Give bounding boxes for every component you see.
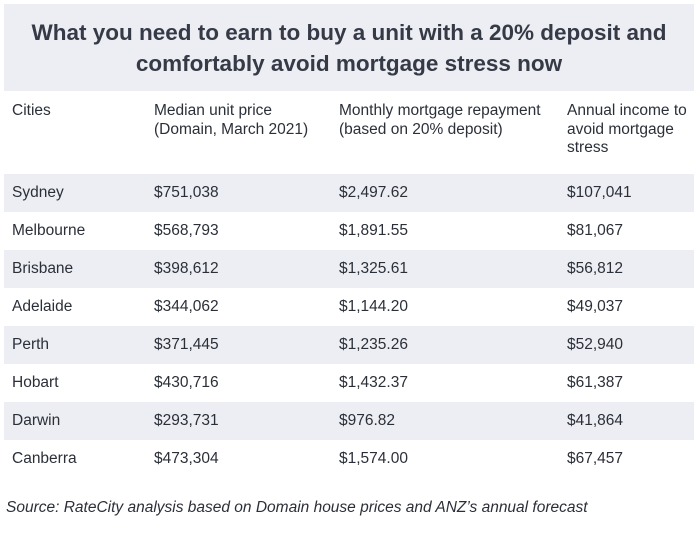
income-table: Cities Median unit price (Domain, March …	[4, 92, 694, 478]
table-header: Cities Median unit price (Domain, March …	[4, 92, 694, 174]
page-title: What you need to earn to buy a unit with…	[31, 19, 667, 76]
income-cell: $49,037	[559, 288, 694, 326]
income-cell: $107,041	[559, 174, 694, 212]
price-cell: $371,445	[146, 326, 331, 364]
repayment-cell: $976.82	[331, 402, 559, 440]
income-cell: $52,940	[559, 326, 694, 364]
city-cell: Brisbane	[4, 250, 146, 288]
table-row: Darwin $293,731 $976.82 $41,864	[4, 402, 694, 440]
table-row: Perth $371,445 $1,235.26 $52,940	[4, 326, 694, 364]
header-row: Cities Median unit price (Domain, March …	[4, 92, 694, 174]
table-row: Canberra $473,304 $1,574.00 $67,457	[4, 440, 694, 478]
repayment-cell: $1,574.00	[331, 440, 559, 478]
income-cell: $67,457	[559, 440, 694, 478]
header-median-unit-price: Median unit price (Domain, March 2021)	[154, 102, 309, 138]
city-cell: Adelaide	[4, 288, 146, 326]
table-row: Hobart $430,716 $1,432.37 $61,387	[4, 364, 694, 402]
price-cell: $398,612	[146, 250, 331, 288]
price-cell: $430,716	[146, 364, 331, 402]
repayment-cell: $2,497.62	[331, 174, 559, 212]
repayment-cell: $1,235.26	[331, 326, 559, 364]
city-cell: Sydney	[4, 174, 146, 212]
table-row: Sydney $751,038 $2,497.62 $107,041	[4, 174, 694, 212]
city-cell: Hobart	[4, 364, 146, 402]
price-cell: $568,793	[146, 212, 331, 250]
price-cell: $293,731	[146, 402, 331, 440]
income-cell: $61,387	[559, 364, 694, 402]
table-row: Brisbane $398,612 $1,325.61 $56,812	[4, 250, 694, 288]
price-cell: $344,062	[146, 288, 331, 326]
source-note: Source: RateCity analysis based on Domai…	[6, 499, 588, 516]
repayment-cell: $1,432.37	[331, 364, 559, 402]
city-cell: Perth	[4, 326, 146, 364]
city-cell: Canberra	[4, 440, 146, 478]
header-cities: Cities	[12, 102, 51, 119]
table-row: Melbourne $568,793 $1,891.55 $81,067	[4, 212, 694, 250]
price-cell: $751,038	[146, 174, 331, 212]
table-body: Sydney $751,038 $2,497.62 $107,041 Melbo…	[4, 174, 694, 478]
table-row: Adelaide $344,062 $1,144.20 $49,037	[4, 288, 694, 326]
income-cell: $56,812	[559, 250, 694, 288]
price-cell: $473,304	[146, 440, 331, 478]
city-cell: Darwin	[4, 402, 146, 440]
header-monthly-repayment: Monthly mortgage repayment (based on 20%…	[339, 102, 541, 138]
repayment-cell: $1,891.55	[331, 212, 559, 250]
title-banner: What you need to earn to buy a unit with…	[4, 4, 694, 91]
header-annual-income: Annual income to avoid mortgage stress	[567, 102, 687, 156]
repayment-cell: $1,325.61	[331, 250, 559, 288]
income-cell: $81,067	[559, 212, 694, 250]
income-cell: $41,864	[559, 402, 694, 440]
repayment-cell: $1,144.20	[331, 288, 559, 326]
city-cell: Melbourne	[4, 212, 146, 250]
